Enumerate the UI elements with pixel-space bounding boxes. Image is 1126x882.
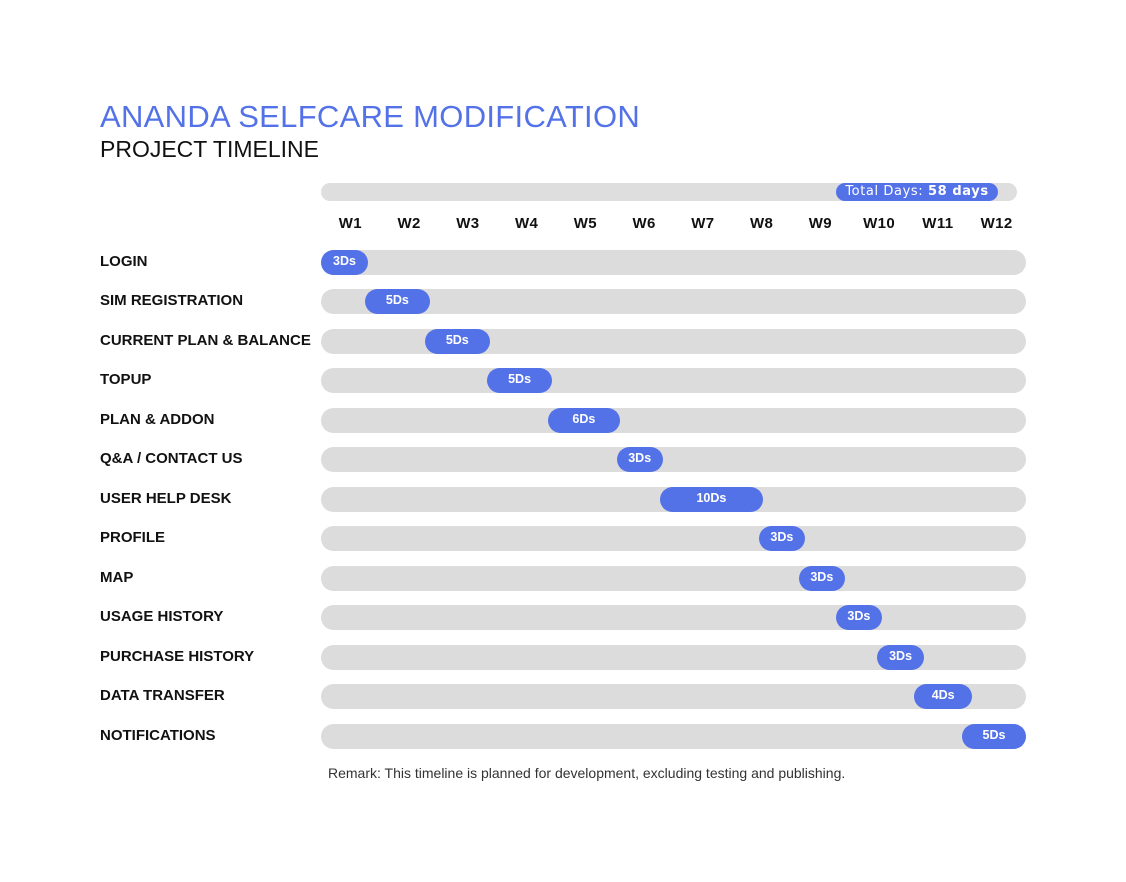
task-bar: 5Ds bbox=[961, 724, 1026, 749]
chart-subtitle: PROJECT TIMELINE bbox=[100, 136, 319, 162]
task-label: TOPUP bbox=[100, 371, 152, 388]
week-tick-w5: W5 bbox=[573, 215, 598, 232]
task-track bbox=[321, 526, 1026, 551]
task-track bbox=[321, 684, 1026, 709]
week-tick-w4: W4 bbox=[514, 215, 539, 232]
task-label: LOGIN bbox=[100, 253, 148, 270]
task-track bbox=[321, 724, 1026, 749]
task-bar: 5Ds bbox=[365, 289, 430, 314]
week-tick-w9: W9 bbox=[808, 215, 833, 232]
task-bar: 6Ds bbox=[547, 408, 621, 433]
task-bar: 3Ds bbox=[877, 645, 924, 670]
task-label: CURRENT PLAN & BALANCE bbox=[100, 332, 311, 349]
task-label: PLAN & ADDON bbox=[100, 411, 215, 428]
task-track bbox=[321, 289, 1026, 314]
task-bar: 5Ds bbox=[487, 368, 552, 393]
task-bar: 10Ds bbox=[659, 487, 763, 512]
task-label: SIM REGISTRATION bbox=[100, 292, 244, 309]
task-bar: 5Ds bbox=[424, 329, 490, 354]
task-label: DATA TRANSFER bbox=[100, 687, 225, 704]
task-bar: 3Ds bbox=[616, 447, 663, 472]
task-label: PURCHASE HISTORY bbox=[100, 648, 255, 665]
total-days-value: 58 days bbox=[927, 184, 989, 199]
task-label: PROFILE bbox=[100, 529, 166, 546]
remark-note: Remark: This timeline is planned for dev… bbox=[328, 765, 846, 781]
task-label: MAP bbox=[100, 569, 134, 586]
task-label: NOTIFICATIONS bbox=[100, 727, 216, 744]
task-track bbox=[321, 368, 1026, 393]
task-bar: 3Ds bbox=[798, 566, 846, 591]
task-track bbox=[321, 250, 1026, 275]
week-tick-w8: W8 bbox=[749, 215, 774, 232]
task-bar: 4Ds bbox=[914, 684, 972, 709]
task-track bbox=[321, 447, 1026, 472]
task-track bbox=[321, 408, 1026, 433]
chart-title: ANANDA SELFCARE MODIFICATION bbox=[100, 99, 641, 134]
task-label: Q&A / CONTACT US bbox=[100, 450, 243, 467]
task-bar: 3Ds bbox=[835, 605, 883, 630]
week-tick-w3: W3 bbox=[456, 215, 480, 232]
week-tick-w7: W7 bbox=[691, 215, 715, 232]
week-tick-w12: W12 bbox=[980, 215, 1013, 232]
task-label: USAGE HISTORY bbox=[100, 608, 224, 625]
week-tick-w6: W6 bbox=[632, 215, 656, 232]
total-days-prefix: Total Days: bbox=[845, 184, 928, 199]
task-label: USER HELP DESK bbox=[100, 490, 232, 507]
task-track bbox=[321, 566, 1026, 591]
week-tick-w2: W2 bbox=[397, 215, 421, 232]
week-tick-w10: W10 bbox=[863, 215, 896, 232]
task-track bbox=[321, 605, 1026, 630]
week-tick-w11: W11 bbox=[922, 215, 954, 232]
task-bar: 3Ds bbox=[758, 526, 806, 551]
week-tick-w1: W1 bbox=[338, 215, 363, 232]
total-days-badge: Total Days: 58 days bbox=[836, 183, 998, 201]
task-bar: 3Ds bbox=[321, 250, 368, 275]
